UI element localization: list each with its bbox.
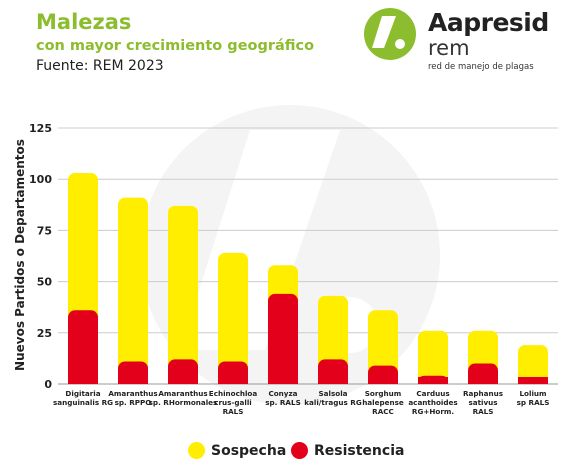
x-tick-label: Conyza sp. RALS	[265, 389, 301, 407]
x-tick-label-line: Raphanus	[463, 389, 503, 398]
bar-base	[68, 377, 98, 384]
y-tick-label: 25	[37, 327, 52, 340]
x-tick-label-line: Sorghum	[365, 389, 402, 398]
bar-base	[368, 377, 398, 384]
x-tick-label-line: Amaranthus	[158, 389, 207, 398]
x-tick-label-line: Conyza	[268, 389, 297, 398]
x-tick-label: Raphanus sativus RALS	[463, 389, 503, 416]
bar-base	[268, 377, 298, 384]
logo-tagline: red de manejo de plagas	[428, 62, 534, 72]
logo-brand: Aapresid	[428, 8, 549, 37]
x-tick-label-line: Lolium	[519, 389, 546, 398]
y-tick-label: 125	[29, 122, 52, 135]
x-tick-label-line: sativus	[468, 398, 497, 407]
x-tick-label-line: Salsola	[318, 389, 347, 398]
bar-base	[318, 377, 348, 384]
x-tick-label-line: RACC	[372, 407, 394, 416]
bar-base	[468, 377, 498, 384]
x-tick-label: Digitaria sanguinalis RG	[53, 389, 113, 407]
x-tick-label-line: halepense	[362, 398, 404, 407]
legend-swatch-sospecha	[188, 442, 205, 459]
bar-base	[218, 377, 248, 384]
bar-resistencia	[268, 293, 298, 384]
aapresid-logo: Aapresid rem red de manejo de plagas	[362, 6, 562, 76]
x-tick-label-line: sp. RALS	[265, 398, 301, 407]
bar-base	[418, 377, 448, 384]
x-tick-label-line: RG+Horm.	[412, 407, 454, 416]
bar-sospecha	[118, 197, 148, 384]
x-tick-label-line: sanguinalis RG	[53, 398, 113, 407]
x-tick-label: Carduus acanthoides RG+Horm.	[408, 389, 457, 416]
bar-sospecha	[218, 252, 248, 384]
y-tick-label: 0	[44, 378, 52, 391]
logo-brand-rem: rem	[428, 36, 470, 60]
x-tick-label-line: crus-galli	[214, 398, 252, 407]
bar-sospecha	[518, 345, 548, 384]
legend-item-sospecha: Sospecha	[188, 442, 286, 459]
x-tick-label-line: sp. RPPO	[115, 398, 152, 407]
page-title: Malezas	[36, 10, 132, 34]
legend-swatch-resistencia	[291, 442, 308, 459]
bar-resistencia	[68, 310, 98, 384]
y-tick-label: 75	[37, 224, 52, 237]
legend: Sospecha Resistencia	[0, 442, 564, 464]
bar-sospecha	[418, 330, 448, 384]
bar-base	[118, 377, 148, 384]
y-tick-label: 100	[29, 173, 52, 186]
x-tick-label-line: sp. RHormonales	[149, 398, 218, 407]
x-tick-label: Lolium sp RALS	[517, 389, 550, 407]
x-tick-label-line: Digitaria	[65, 389, 100, 398]
x-tick-label-line: Carduus	[416, 389, 449, 398]
x-tick-label-line: RALS	[223, 407, 244, 416]
x-tick-label-line: kali/tragus RG	[304, 398, 362, 407]
x-tick-label-line: acanthoides	[408, 398, 457, 407]
x-tick-label: Echinochloa crus-galli RALS	[209, 389, 258, 416]
x-tick-label: Amaranthus sp. RHormonales	[149, 389, 218, 407]
bar-sospecha	[168, 205, 198, 384]
y-tick-label: 50	[37, 276, 53, 289]
x-tick-label: Salsola kali/tragus RG	[304, 389, 362, 407]
source-label: Fuente: REM 2023	[36, 58, 164, 74]
x-tick-label-line: Amaranthus	[108, 389, 157, 398]
x-tick-label: Amaranthus sp. RPPO	[108, 389, 157, 407]
x-tick-label-line: Echinochloa	[209, 389, 258, 398]
legend-item-resistencia: Resistencia	[291, 442, 404, 459]
bar-base	[168, 377, 198, 384]
page-subtitle: con mayor crecimiento geográfico	[36, 38, 315, 54]
legend-label-resistencia: Resistencia	[314, 442, 405, 459]
x-tick-label-line: RALS	[473, 407, 494, 416]
x-tick-label-line: sp RALS	[517, 398, 550, 407]
x-tick-label: Sorghum halepense RACC	[362, 389, 404, 416]
aapresid-logo-icon	[364, 8, 416, 60]
legend-label-sospecha: Sospecha	[211, 442, 287, 459]
bar-base	[518, 377, 548, 384]
